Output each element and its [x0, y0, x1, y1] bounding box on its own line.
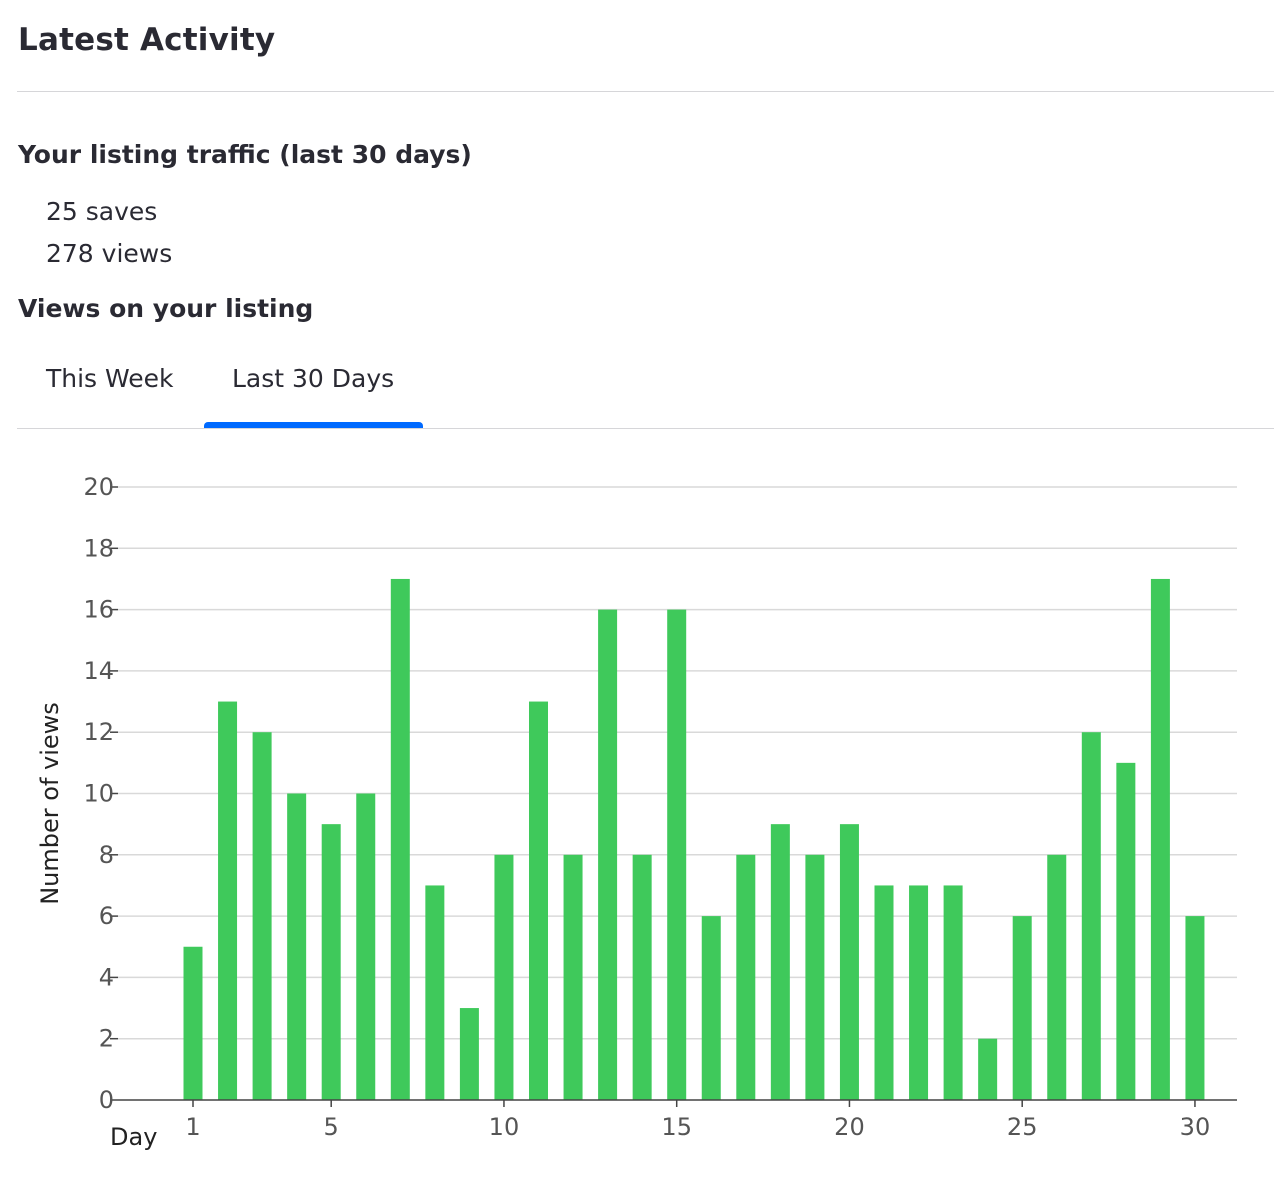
y-axis-label: Number of views: [36, 702, 64, 905]
bar: [839, 824, 859, 1100]
bar: [1150, 578, 1170, 1100]
bar: [183, 946, 203, 1100]
bar: [909, 885, 929, 1100]
y-tick-label: 14: [83, 657, 114, 685]
y-tick-label: 18: [83, 534, 114, 562]
tabs-divider: [17, 428, 1274, 429]
views-heading: Views on your listing: [18, 294, 314, 323]
y-tick-label: 0: [99, 1086, 114, 1114]
y-tick-label: 16: [83, 596, 114, 624]
y-tick-label: 20: [83, 473, 114, 501]
bar: [874, 885, 894, 1100]
tab-this-week[interactable]: This Week: [46, 364, 174, 393]
bar: [632, 854, 652, 1100]
bar: [667, 609, 687, 1100]
y-tick-label: 6: [99, 902, 114, 930]
bar: [1081, 732, 1101, 1100]
y-tick-label: 4: [99, 963, 114, 991]
x-tick-label: 25: [1007, 1113, 1038, 1141]
bar: [1047, 854, 1067, 1100]
bar: [943, 885, 963, 1100]
x-tick-label: 10: [489, 1113, 520, 1141]
bar: [563, 854, 583, 1100]
header-divider: [17, 91, 1274, 92]
x-axis-label: Day: [110, 1123, 157, 1151]
bar: [390, 578, 410, 1100]
x-tick-label: 1: [185, 1113, 200, 1141]
bar: [459, 1008, 479, 1100]
x-tick-label: 30: [1180, 1113, 1211, 1141]
bar: [321, 824, 341, 1100]
x-tick-label: 5: [324, 1113, 339, 1141]
bar: [494, 854, 514, 1100]
bar: [425, 885, 445, 1100]
bar: [701, 916, 721, 1100]
bar: [736, 854, 756, 1100]
bar: [252, 732, 272, 1100]
y-tick-label: 10: [83, 780, 114, 808]
bar: [978, 1038, 998, 1100]
bar: [1012, 916, 1032, 1100]
tab-last-30-days[interactable]: Last 30 Days: [232, 364, 395, 393]
y-tick-label: 12: [83, 718, 114, 746]
chart-bars: [183, 578, 1205, 1100]
bar: [529, 701, 548, 1100]
bar: [1185, 916, 1205, 1100]
saves-count: 25 saves: [46, 197, 158, 226]
bar: [598, 609, 618, 1100]
x-tick-label: 15: [661, 1113, 692, 1141]
bar: [770, 824, 790, 1100]
bar: [287, 793, 307, 1100]
bar: [1116, 762, 1136, 1100]
bar: [356, 793, 376, 1100]
y-tick-label: 8: [99, 841, 114, 869]
active-tab-indicator: [204, 422, 423, 429]
x-tick-label: 20: [834, 1113, 865, 1141]
page-title: Latest Activity: [18, 22, 276, 58]
bar: [805, 854, 825, 1100]
y-tick-label: 2: [99, 1025, 114, 1053]
traffic-heading: Your listing traffic (last 30 days): [18, 140, 472, 169]
views-count: 278 views: [46, 239, 173, 268]
bar: [218, 701, 238, 1100]
